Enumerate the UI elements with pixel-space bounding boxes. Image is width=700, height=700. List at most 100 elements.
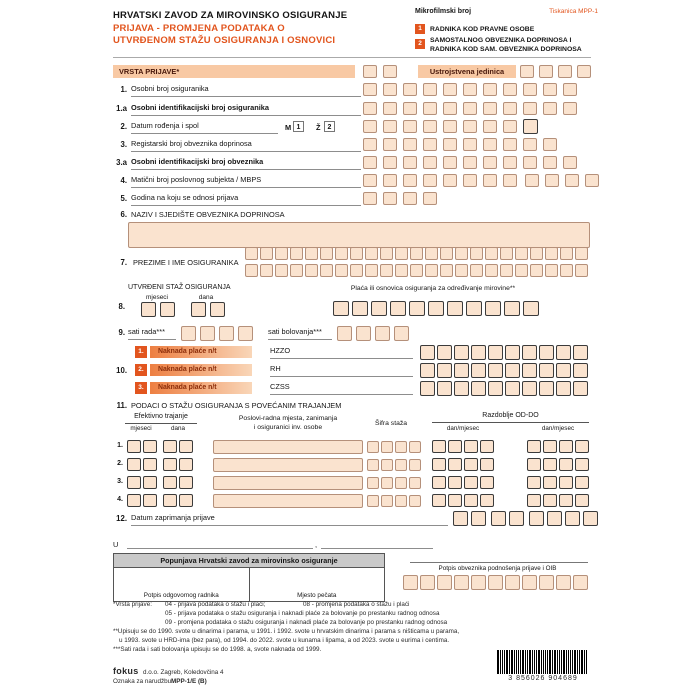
input-cell[interactable]: [363, 174, 377, 187]
input-cell[interactable]: [403, 120, 417, 133]
input-cell[interactable]: [367, 459, 379, 471]
input-cell[interactable]: [463, 102, 477, 115]
input-cell[interactable]: [163, 458, 177, 471]
input-cell[interactable]: [127, 476, 141, 489]
input-cell[interactable]: [463, 138, 477, 151]
input-cell[interactable]: [480, 458, 494, 471]
input-cell[interactable]: [245, 264, 258, 277]
input-cell[interactable]: [463, 156, 477, 169]
input-cell[interactable]: [527, 494, 541, 507]
input-cell[interactable]: [367, 495, 379, 507]
input-cell[interactable]: [381, 441, 393, 453]
input-cell[interactable]: [420, 575, 435, 590]
input-cell[interactable]: [573, 363, 588, 378]
input-cell[interactable]: [523, 301, 539, 316]
input-cell[interactable]: [527, 458, 541, 471]
input-cell[interactable]: [443, 83, 457, 96]
input-cell[interactable]: [420, 381, 435, 396]
input-cell[interactable]: [383, 156, 397, 169]
input-cell[interactable]: [410, 247, 423, 260]
input-cell[interactable]: [575, 264, 588, 277]
input-cell[interactable]: [583, 511, 598, 526]
input-cell[interactable]: [363, 156, 377, 169]
input-cell[interactable]: [143, 494, 157, 507]
input-cell[interactable]: [483, 102, 497, 115]
input-cell[interactable]: [563, 156, 577, 169]
input-cell[interactable]: [403, 83, 417, 96]
input-cell[interactable]: [559, 458, 573, 471]
input-cell[interactable]: [141, 302, 156, 317]
input-cell[interactable]: [305, 264, 318, 277]
f11-row2-job-input[interactable]: [213, 458, 363, 472]
input-cell[interactable]: [432, 440, 446, 453]
input-cell[interactable]: [448, 458, 462, 471]
input-cell[interactable]: [503, 156, 517, 169]
input-cell[interactable]: [191, 302, 206, 317]
input-cell[interactable]: [181, 326, 196, 341]
input-cell[interactable]: [500, 247, 513, 260]
input-cell[interactable]: [470, 264, 483, 277]
input-cell[interactable]: [320, 264, 333, 277]
input-cell[interactable]: [523, 156, 537, 169]
input-cell[interactable]: [545, 247, 558, 260]
input-cell[interactable]: [127, 440, 141, 453]
input-cell[interactable]: [503, 102, 517, 115]
input-cell[interactable]: [443, 138, 457, 151]
input-cell[interactable]: [375, 326, 390, 341]
input-cell[interactable]: [543, 102, 557, 115]
input-cell[interactable]: [179, 476, 193, 489]
input-cell[interactable]: [527, 476, 541, 489]
input-cell[interactable]: [395, 477, 407, 489]
f11-row1-job-input[interactable]: [213, 440, 363, 454]
input-cell[interactable]: [410, 264, 423, 277]
input-cell[interactable]: [520, 65, 534, 78]
input-cell[interactable]: [245, 247, 258, 260]
input-cell[interactable]: [464, 440, 478, 453]
input-cell[interactable]: [504, 301, 520, 316]
input-cell[interactable]: [443, 174, 457, 187]
input-cell[interactable]: [470, 247, 483, 260]
input-cell[interactable]: [383, 120, 397, 133]
input-cell[interactable]: [471, 381, 486, 396]
input-cell[interactable]: [219, 326, 234, 341]
input-cell[interactable]: [523, 138, 537, 151]
input-cell[interactable]: [179, 440, 193, 453]
input-cell[interactable]: [337, 326, 352, 341]
female-code-box[interactable]: 2: [324, 121, 335, 132]
input-cell[interactable]: [432, 494, 446, 507]
input-cell[interactable]: [559, 440, 573, 453]
input-cell[interactable]: [380, 247, 393, 260]
input-cell[interactable]: [488, 381, 503, 396]
input-cell[interactable]: [464, 458, 478, 471]
input-cell[interactable]: [488, 363, 503, 378]
input-cell[interactable]: [543, 458, 557, 471]
input-cell[interactable]: [505, 575, 520, 590]
input-cell[interactable]: [238, 326, 253, 341]
input-cell[interactable]: [464, 494, 478, 507]
input-cell[interactable]: [530, 247, 543, 260]
input-cell[interactable]: [522, 363, 537, 378]
input-cell[interactable]: [260, 247, 273, 260]
input-cell[interactable]: [525, 174, 539, 187]
input-cell[interactable]: [485, 247, 498, 260]
input-cell[interactable]: [480, 440, 494, 453]
input-cell[interactable]: [403, 174, 417, 187]
input-cell[interactable]: [463, 120, 477, 133]
input-cell[interactable]: [395, 459, 407, 471]
input-cell[interactable]: [556, 345, 571, 360]
input-cell[interactable]: [563, 102, 577, 115]
input-cell[interactable]: [356, 326, 371, 341]
input-cell[interactable]: [560, 247, 573, 260]
office-stamp-cell[interactable]: Mjesto pečata: [250, 568, 385, 601]
input-cell[interactable]: [437, 575, 452, 590]
male-code-box[interactable]: 1: [293, 121, 304, 132]
input-cell[interactable]: [503, 138, 517, 151]
input-cell[interactable]: [500, 264, 513, 277]
input-cell[interactable]: [559, 476, 573, 489]
input-cell[interactable]: [559, 494, 573, 507]
field-2-sex-box[interactable]: [523, 119, 538, 134]
input-cell[interactable]: [543, 476, 557, 489]
input-cell[interactable]: [503, 174, 517, 187]
input-cell[interactable]: [260, 264, 273, 277]
input-cell[interactable]: [485, 264, 498, 277]
